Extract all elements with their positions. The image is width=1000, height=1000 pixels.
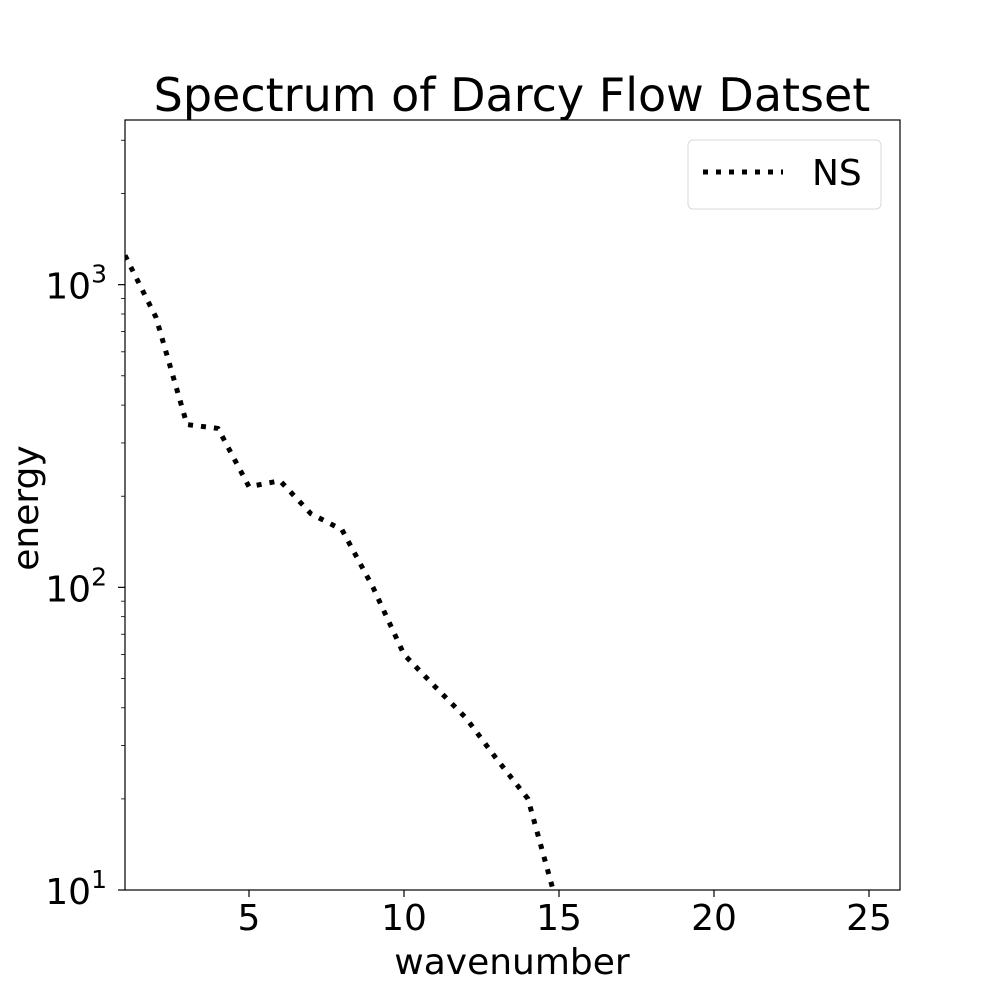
y-tick-label: 102: [45, 562, 107, 610]
y-tick-label: 103: [45, 260, 107, 308]
series-layer: [125, 254, 556, 890]
x-axis-label: wavenumber: [394, 942, 630, 983]
series-line-ns: [125, 254, 556, 890]
plot-frame: [124, 119, 901, 891]
y-axis-label: energy: [6, 445, 47, 570]
x-tick-label: 20: [691, 898, 737, 939]
x-tick-label: 10: [381, 898, 427, 939]
y-axis-ticks: 101 102 103: [45, 139, 125, 913]
legend-box: [687, 139, 882, 210]
y-tick-label: 101: [45, 865, 107, 913]
legend-label-ns: NS: [812, 153, 862, 194]
x-tick-label: 5: [238, 898, 261, 939]
x-tick-label: 15: [536, 898, 582, 939]
chart-title: Spectrum of Darcy Flow Datset: [154, 68, 871, 122]
legend: NS: [687, 139, 882, 210]
x-axis-ticks: 5 10 15 20 25: [238, 890, 892, 939]
x-tick-label: 25: [846, 898, 892, 939]
